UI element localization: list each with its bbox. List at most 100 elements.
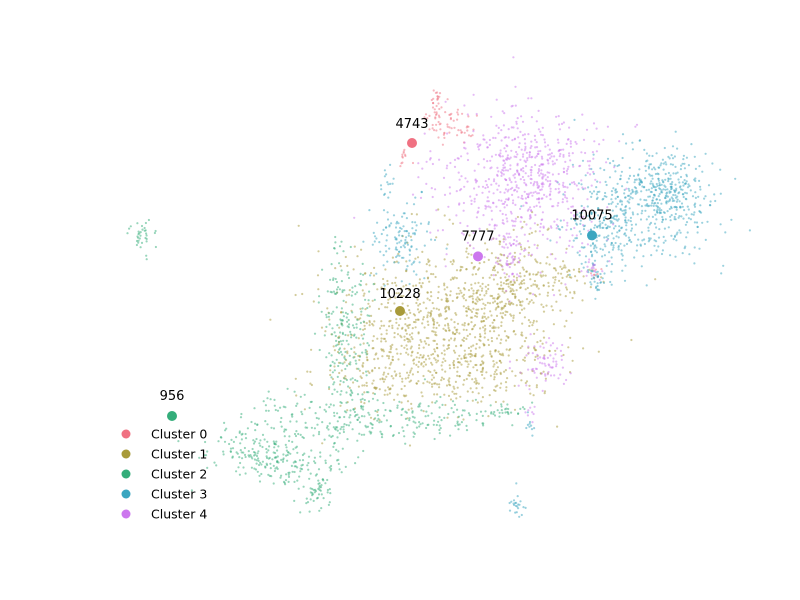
cluster-3-point bbox=[698, 179, 701, 182]
cluster-2-point bbox=[292, 448, 295, 451]
cluster-1-point bbox=[459, 395, 462, 398]
cluster-1-point bbox=[496, 271, 499, 274]
cluster-4-point bbox=[502, 253, 506, 257]
cluster-3-point bbox=[375, 272, 378, 275]
cluster-2-point bbox=[349, 378, 352, 381]
cluster-1-point bbox=[400, 387, 403, 391]
cluster-0-point bbox=[424, 118, 427, 121]
cluster-4-point bbox=[580, 179, 583, 182]
cluster-1-point bbox=[417, 365, 420, 368]
cluster-1-point bbox=[548, 263, 551, 266]
cluster-4-point bbox=[565, 378, 568, 382]
cluster-1-point bbox=[463, 349, 466, 352]
cluster-4-point bbox=[425, 160, 428, 163]
cluster-3-point bbox=[668, 207, 671, 211]
cluster-1-point bbox=[447, 346, 450, 350]
cluster-1-point bbox=[523, 359, 526, 362]
cluster-2-point bbox=[367, 411, 370, 414]
cluster-1-point bbox=[492, 301, 495, 304]
cluster-4-point bbox=[481, 185, 485, 188]
cluster-2-point bbox=[287, 480, 290, 483]
cluster-1-point bbox=[438, 324, 441, 327]
cluster-3-point bbox=[682, 193, 685, 196]
cluster-3-point bbox=[611, 209, 614, 212]
cluster-1-point bbox=[470, 321, 473, 324]
cluster-4-point bbox=[515, 150, 518, 154]
cluster-1-point bbox=[427, 343, 430, 346]
cluster-1-point bbox=[487, 258, 490, 261]
cluster-1-point bbox=[347, 293, 351, 296]
cluster-2-point bbox=[293, 480, 296, 483]
cluster-1-point bbox=[542, 330, 545, 333]
cluster-2-point bbox=[139, 231, 142, 234]
cluster-1-point bbox=[368, 324, 371, 327]
cluster-4-point bbox=[555, 158, 558, 161]
cluster-4-point bbox=[458, 202, 461, 205]
cluster-4-point bbox=[438, 158, 441, 161]
cluster-1-point bbox=[469, 355, 472, 358]
cluster-4-point bbox=[513, 238, 516, 242]
cluster-2-point bbox=[342, 250, 345, 253]
cluster-1-point bbox=[378, 367, 381, 370]
cluster-4-point bbox=[517, 136, 520, 139]
cluster-1-point bbox=[492, 365, 495, 368]
cluster-2-point bbox=[280, 458, 283, 461]
cluster-4-point bbox=[557, 141, 560, 144]
cluster-4-point bbox=[497, 199, 500, 202]
cluster-2-point bbox=[315, 416, 318, 420]
cluster-2-point bbox=[265, 451, 268, 454]
cluster-1-point bbox=[483, 377, 486, 380]
cluster-2-point bbox=[177, 440, 180, 443]
cluster-2-point bbox=[299, 433, 302, 436]
cluster-3-point bbox=[631, 197, 634, 200]
cluster-1-point bbox=[461, 323, 464, 326]
cluster-3-point bbox=[427, 222, 430, 226]
cluster-2-point bbox=[352, 356, 355, 359]
cluster-3-point bbox=[682, 184, 685, 187]
cluster-4-point bbox=[608, 260, 611, 263]
cluster-3-point bbox=[408, 253, 411, 256]
cluster-4-point bbox=[481, 191, 484, 194]
cluster-1-point bbox=[538, 293, 541, 296]
cluster-4-point bbox=[497, 184, 500, 187]
cluster-4-point bbox=[514, 203, 517, 206]
cluster-4-point bbox=[460, 232, 464, 235]
cluster-1-point bbox=[513, 255, 517, 258]
cluster-1-point bbox=[517, 299, 521, 302]
cluster-0-point bbox=[456, 118, 459, 121]
cluster-4-point bbox=[542, 357, 545, 360]
cluster-4-point bbox=[530, 368, 534, 371]
cluster-4-point bbox=[519, 371, 522, 374]
cluster-1-point bbox=[422, 356, 425, 359]
cluster-1-point bbox=[544, 274, 547, 277]
cluster-2-point bbox=[362, 408, 365, 411]
cluster-3-point bbox=[704, 195, 707, 198]
cluster-1-point bbox=[455, 345, 458, 348]
cluster-1-point bbox=[545, 304, 548, 307]
cluster-0-point bbox=[450, 127, 453, 130]
cluster-3-point bbox=[644, 169, 648, 172]
cluster-2-point bbox=[344, 350, 347, 354]
cluster-2-point bbox=[136, 222, 139, 225]
cluster-1-point bbox=[449, 398, 453, 401]
cluster-4-point bbox=[490, 166, 493, 169]
cluster-1-point bbox=[492, 360, 495, 363]
cluster-1-point bbox=[493, 269, 496, 272]
cluster-1-point bbox=[445, 297, 448, 300]
cluster-1-point bbox=[455, 277, 458, 280]
cluster-2-point bbox=[327, 503, 330, 506]
cluster-2-point bbox=[493, 410, 496, 414]
cluster-3-point bbox=[624, 205, 628, 208]
cluster-1-point bbox=[406, 400, 410, 403]
cluster-4-point bbox=[496, 188, 499, 191]
cluster-1-point bbox=[474, 377, 477, 380]
cluster-2-point bbox=[427, 405, 430, 408]
cluster-1-point bbox=[387, 301, 390, 304]
cluster-3-point bbox=[597, 214, 600, 217]
cluster-2-point bbox=[294, 434, 298, 438]
cluster-1-point bbox=[393, 398, 396, 401]
cluster-1-point bbox=[389, 351, 392, 354]
cluster-3-point bbox=[599, 281, 602, 284]
cluster-1-point bbox=[505, 386, 508, 389]
cluster-3-point bbox=[720, 272, 723, 275]
